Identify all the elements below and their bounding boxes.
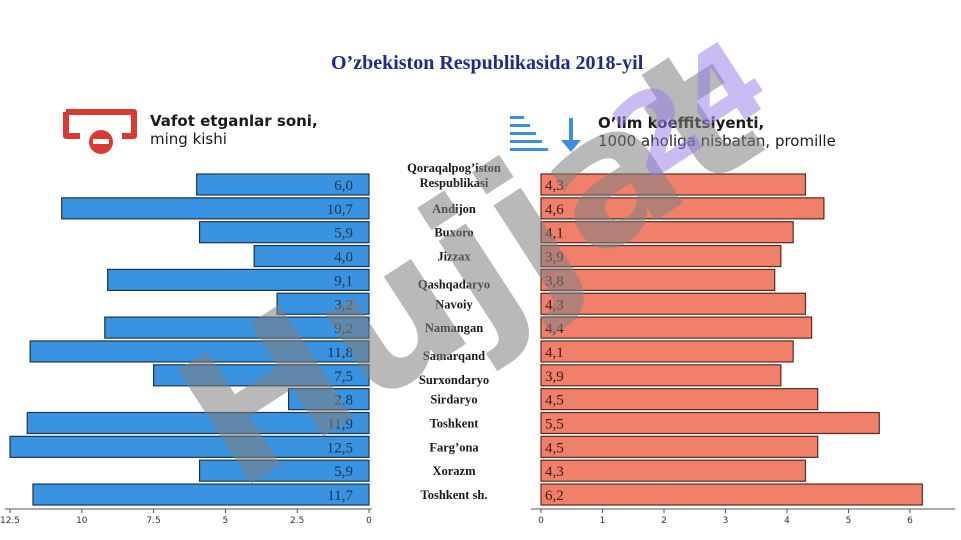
rate-bar-label: 4,1 (545, 345, 564, 361)
rate-tick-label: 4 (784, 516, 790, 526)
deaths-bar (276, 292, 370, 315)
deaths-bar-label: 11,7 (327, 488, 353, 504)
rate-bar-label: 4,5 (545, 393, 564, 409)
region-label: Andijon (432, 202, 476, 216)
deaths-bar (9, 435, 370, 458)
legend-rate-unit: 1000 aholiga nisbatan, promille (598, 132, 836, 150)
deaths-bar (61, 197, 370, 220)
rate-bar (540, 411, 880, 435)
rate-bar (540, 268, 776, 291)
rate-bar-label: 6,2 (545, 488, 564, 504)
rate-bar (540, 221, 794, 244)
deaths-bar-label: 9,2 (334, 321, 353, 337)
region-label: Jizzax (437, 250, 471, 264)
deaths-bar (107, 268, 370, 291)
region-label: Toshkent sh. (421, 488, 488, 502)
rate-bar (540, 244, 782, 268)
rate-bar (540, 459, 807, 482)
deaths-tick-label: 2.5 (290, 516, 304, 526)
region-label: Buxoro (434, 226, 473, 240)
rate-bar-label: 3,9 (545, 369, 564, 385)
deaths-tick-label: 12.5 (0, 516, 20, 526)
rate-tick-label: 6 (907, 516, 913, 526)
deaths-tick-label: 7.5 (146, 516, 160, 526)
rate-bar-label: 4,3 (545, 297, 564, 313)
deaths-bar (153, 364, 370, 387)
region-label: Respublikasi (420, 176, 489, 190)
deaths-tick-label: 10 (76, 516, 88, 526)
deaths-bar-label: 11,9 (327, 417, 353, 433)
rate-bar-label: 3,9 (545, 250, 564, 266)
deaths-tick-label: 5 (223, 516, 229, 526)
region-label: Surxondaryo (419, 373, 489, 387)
legend-rate-title: O’lim koeffitsiyenti, (598, 114, 765, 132)
rate-bar-label: 4,1 (545, 226, 564, 242)
rate-bar (540, 340, 794, 363)
legend-deaths: Vafot etganlar soni, ming kishi (60, 106, 318, 158)
deaths-bar (253, 244, 370, 268)
region-label: Navoiy (435, 297, 473, 311)
deaths-bar (198, 221, 370, 244)
deaths-bar-label: 11,8 (327, 345, 353, 361)
rate-tick-label: 5 (846, 516, 852, 526)
deaths-bar (32, 483, 370, 506)
rate-bar (540, 483, 923, 506)
deaths-bar-label: 2,8 (334, 393, 353, 409)
rate-bar (540, 197, 825, 220)
rate-bar (540, 388, 819, 411)
sort-descending-icon (510, 116, 581, 152)
rate-bar-label: 4,3 (545, 464, 564, 480)
rate-tick-label: 3 (723, 516, 729, 526)
deaths-bar-label: 7,5 (334, 369, 353, 385)
rate-bar (540, 173, 807, 196)
legend-deaths-unit: ming kishi (150, 130, 227, 148)
deaths-tick-label: 0 (366, 516, 372, 526)
deaths-bar (26, 411, 370, 435)
rate-bar (540, 364, 782, 387)
region-label: Sirdaryo (430, 393, 477, 407)
rate-bar-label: 4,5 (545, 440, 564, 456)
deaths-bar-label: 3,2 (334, 297, 353, 313)
region-label: Farg’ona (429, 440, 479, 454)
region-label: Namangan (425, 321, 483, 335)
deaths-bar-label: 10,7 (327, 202, 354, 218)
rate-tick-label: 1 (600, 516, 606, 526)
rate-bar-label: 4,6 (545, 202, 564, 218)
deaths-bar (287, 388, 370, 411)
deaths-bar (29, 340, 370, 363)
region-label: Qoraqalpog’iston (407, 161, 501, 175)
deaths-bar-label: 6,0 (334, 178, 353, 194)
deaths-bar-label: 5,9 (334, 226, 353, 242)
deaths-bar-label: 5,9 (334, 464, 353, 480)
rate-bar-label: 4,4 (545, 321, 564, 337)
deaths-bar (104, 316, 370, 339)
deaths-bar (198, 459, 370, 482)
deaths-bar-label: 9,1 (334, 273, 353, 289)
region-label: Toshkent (430, 417, 480, 431)
rate-tick-label: 2 (661, 516, 667, 526)
rate-tick-label: 0 (538, 516, 544, 526)
rate-bar-label: 5,5 (545, 417, 564, 433)
rate-bar (540, 292, 807, 315)
rate-bar (540, 316, 813, 339)
region-label: Xorazm (432, 464, 476, 478)
deaths-icon (63, 109, 137, 154)
rate-bar-label: 3,8 (545, 273, 564, 289)
deaths-bar (196, 173, 370, 196)
region-label: Qashqadaryo (418, 277, 490, 291)
rate-bar (540, 435, 819, 458)
rate-bar-label: 4,3 (545, 178, 564, 194)
page-title: O’zbekiston Respublikasida 2018-yil (331, 52, 644, 74)
legend-rate: O’lim koeffitsiyenti, 1000 aholiga nisba… (508, 112, 836, 160)
deaths-bar-label: 4,0 (334, 250, 353, 266)
legend-deaths-title: Vafot etganlar soni, (150, 112, 318, 130)
region-label: Samarqand (423, 349, 485, 363)
deaths-bar-label: 12,5 (327, 440, 353, 456)
